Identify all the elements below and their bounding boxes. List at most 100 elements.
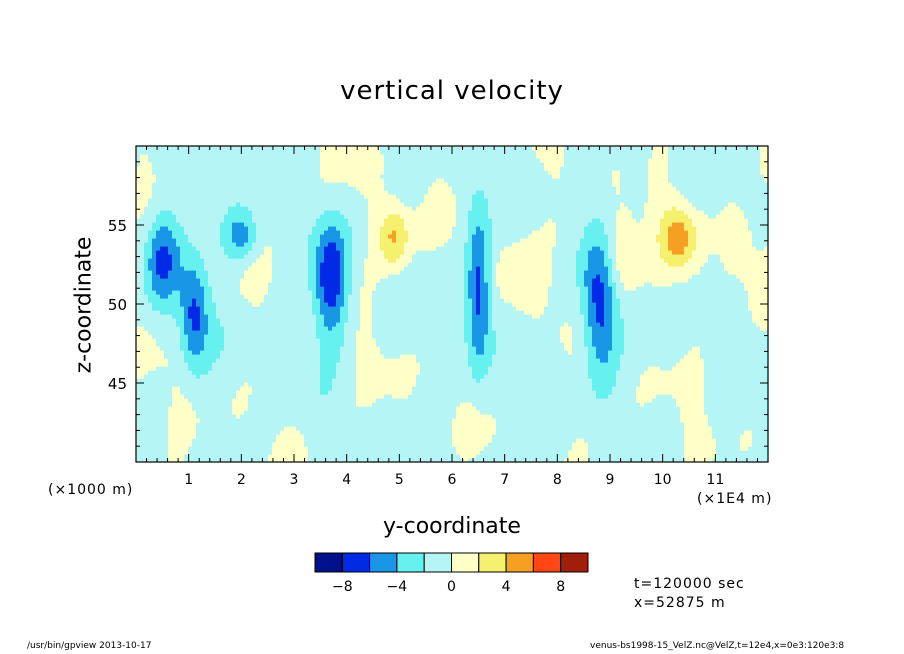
heatmap-cell [172, 270, 177, 275]
heatmap-cell [272, 378, 277, 383]
heatmap-cell [292, 222, 297, 227]
heatmap-cell [328, 182, 333, 187]
heatmap-cell [368, 338, 373, 343]
heatmap-cell [360, 402, 365, 407]
heatmap-cell [212, 162, 217, 167]
heatmap-cell [220, 302, 225, 307]
heatmap-cell [316, 210, 321, 215]
heatmap-cell [172, 314, 177, 319]
heatmap-cell [276, 158, 281, 163]
heatmap-cell [268, 346, 273, 351]
heatmap-cell [340, 234, 345, 239]
heatmap-cell [308, 234, 313, 239]
heatmap-cell [348, 150, 353, 155]
heatmap-cell [168, 254, 173, 259]
heatmap-cell [340, 330, 345, 335]
heatmap-cell [252, 406, 257, 411]
heatmap-cell [324, 306, 329, 311]
heatmap-cell [376, 302, 381, 307]
heatmap-cell [156, 378, 161, 383]
heatmap-cell [316, 438, 321, 443]
heatmap-cell [264, 422, 269, 427]
heatmap-cell [320, 418, 325, 423]
heatmap-cell [332, 402, 337, 407]
heatmap-cell [312, 214, 317, 219]
heatmap-cell [188, 146, 193, 151]
heatmap-cell [368, 198, 373, 203]
heatmap-cell [356, 302, 361, 307]
heatmap-cell [272, 222, 277, 227]
heatmap-cell [224, 366, 229, 371]
heatmap-cell [244, 274, 249, 279]
heatmap-cell [348, 314, 353, 319]
heatmap-cell [324, 174, 329, 179]
heatmap-cell [296, 434, 301, 439]
heatmap-cell [204, 422, 209, 427]
heatmap-cell [204, 338, 209, 343]
heatmap-cell [248, 290, 253, 295]
heatmap-cell [308, 394, 313, 399]
heatmap-cell [264, 146, 269, 151]
heatmap-cell [180, 450, 185, 455]
heatmap-cell [140, 366, 145, 371]
heatmap-cell [372, 290, 377, 295]
heatmap-cell [224, 450, 229, 455]
heatmap-cell [380, 262, 385, 267]
heatmap-cell [236, 390, 241, 395]
heatmap-cell [288, 426, 293, 431]
heatmap-cell [296, 342, 301, 347]
heatmap-cell [260, 326, 265, 331]
heatmap-cell [188, 378, 193, 383]
heatmap-cell [172, 310, 177, 315]
heatmap-cell [148, 170, 153, 175]
heatmap-cell [348, 350, 353, 355]
heatmap-cell [300, 430, 305, 435]
heatmap-cell [340, 282, 345, 287]
heatmap-cell [300, 282, 305, 287]
heatmap-cell [136, 226, 141, 231]
heatmap-cell [156, 418, 161, 423]
heatmap-cell [160, 242, 165, 247]
heatmap-cell [256, 366, 261, 371]
heatmap-cell [360, 350, 365, 355]
heatmap-cell [284, 274, 289, 279]
heatmap-cell [344, 314, 349, 319]
heatmap-cell [316, 430, 321, 435]
heatmap-cell [156, 258, 161, 263]
heatmap-cell [252, 326, 257, 331]
heatmap-cell [256, 434, 261, 439]
heatmap-cell [364, 322, 369, 327]
heatmap-cell [168, 278, 173, 283]
heatmap-cell [180, 266, 185, 271]
heatmap-cell [208, 342, 213, 347]
heatmap-cell [168, 450, 173, 455]
heatmap-cell [148, 426, 153, 431]
heatmap-cell [204, 170, 209, 175]
heatmap-cell [364, 150, 369, 155]
heatmap-cell [168, 166, 173, 171]
heatmap-cell [296, 362, 301, 367]
heatmap-cell [304, 414, 309, 419]
heatmap-cell [280, 430, 285, 435]
heatmap-cell [192, 418, 197, 423]
heatmap-cell [368, 150, 373, 155]
heatmap-cell [332, 166, 337, 171]
heatmap-cell [276, 338, 281, 343]
heatmap-cell [300, 434, 305, 439]
heatmap-cell [168, 418, 173, 423]
heatmap-cell [332, 326, 337, 331]
heatmap-cell [208, 186, 213, 191]
heatmap-cell [208, 170, 213, 175]
heatmap-cell [376, 390, 381, 395]
heatmap-cell [228, 414, 233, 419]
heatmap-cell [320, 278, 325, 283]
heatmap-cell [208, 246, 213, 251]
heatmap-cell [312, 238, 317, 243]
heatmap-cell [156, 202, 161, 207]
heatmap-cell [272, 342, 277, 347]
heatmap-cell [328, 286, 333, 291]
heatmap-cell [256, 358, 261, 363]
heatmap-cell [156, 370, 161, 375]
heatmap-cell [216, 194, 221, 199]
heatmap-cell [152, 338, 157, 343]
